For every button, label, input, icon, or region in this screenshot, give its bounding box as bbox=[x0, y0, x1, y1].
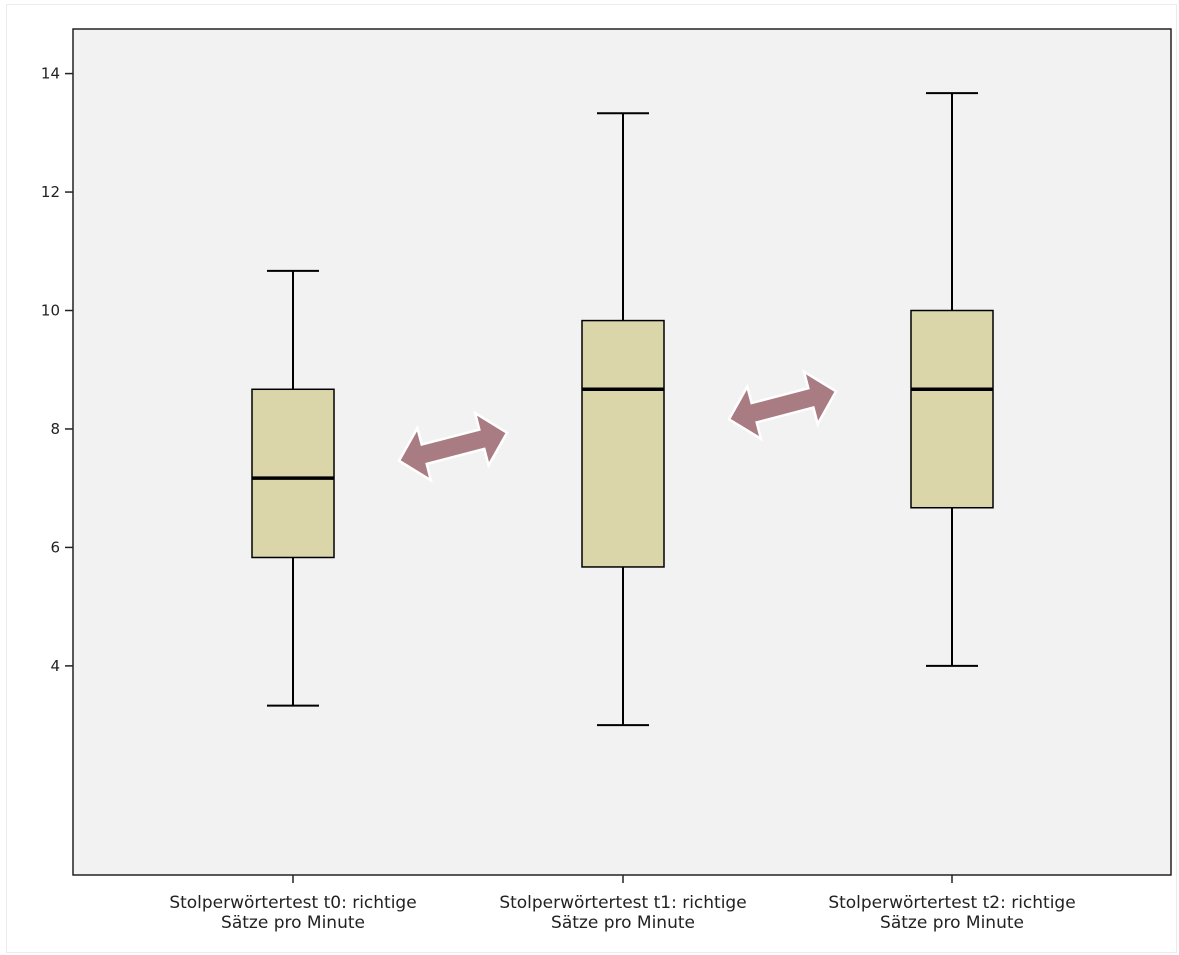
y-tick-label: 12 bbox=[41, 183, 60, 201]
category-label-line1: Stolperwörtertest t1: richtige bbox=[499, 893, 746, 913]
category-label-line1: Stolperwörtertest t0: richtige bbox=[169, 893, 416, 913]
category-label-line1: Stolperwörtertest t2: richtige bbox=[828, 893, 1075, 913]
category-label-line2: Sätze pro Minute bbox=[221, 913, 365, 933]
double-arrow-annotation bbox=[727, 369, 838, 442]
box-iqr bbox=[251, 388, 335, 559]
y-tick-label: 14 bbox=[41, 65, 60, 83]
category-label: Stolperwörtertest t1: richtige Sätze pro … bbox=[499, 893, 746, 933]
category-label: Stolperwörtertest t2: richtige Sätze pro … bbox=[828, 893, 1075, 933]
y-tick-label: 4 bbox=[50, 657, 60, 675]
box-iqr bbox=[581, 319, 665, 568]
y-tick-label: 10 bbox=[41, 302, 60, 320]
box-iqr bbox=[910, 309, 994, 509]
category-label: Stolperwörtertest t0: richtige Sätze pro … bbox=[169, 893, 416, 933]
double-arrow-annotation bbox=[397, 410, 509, 483]
category-label-line2: Sätze pro Minute bbox=[551, 913, 695, 933]
category-label-line2: Sätze pro Minute bbox=[880, 913, 1024, 933]
y-tick-label: 6 bbox=[50, 538, 60, 556]
y-tick-label: 8 bbox=[50, 420, 60, 438]
